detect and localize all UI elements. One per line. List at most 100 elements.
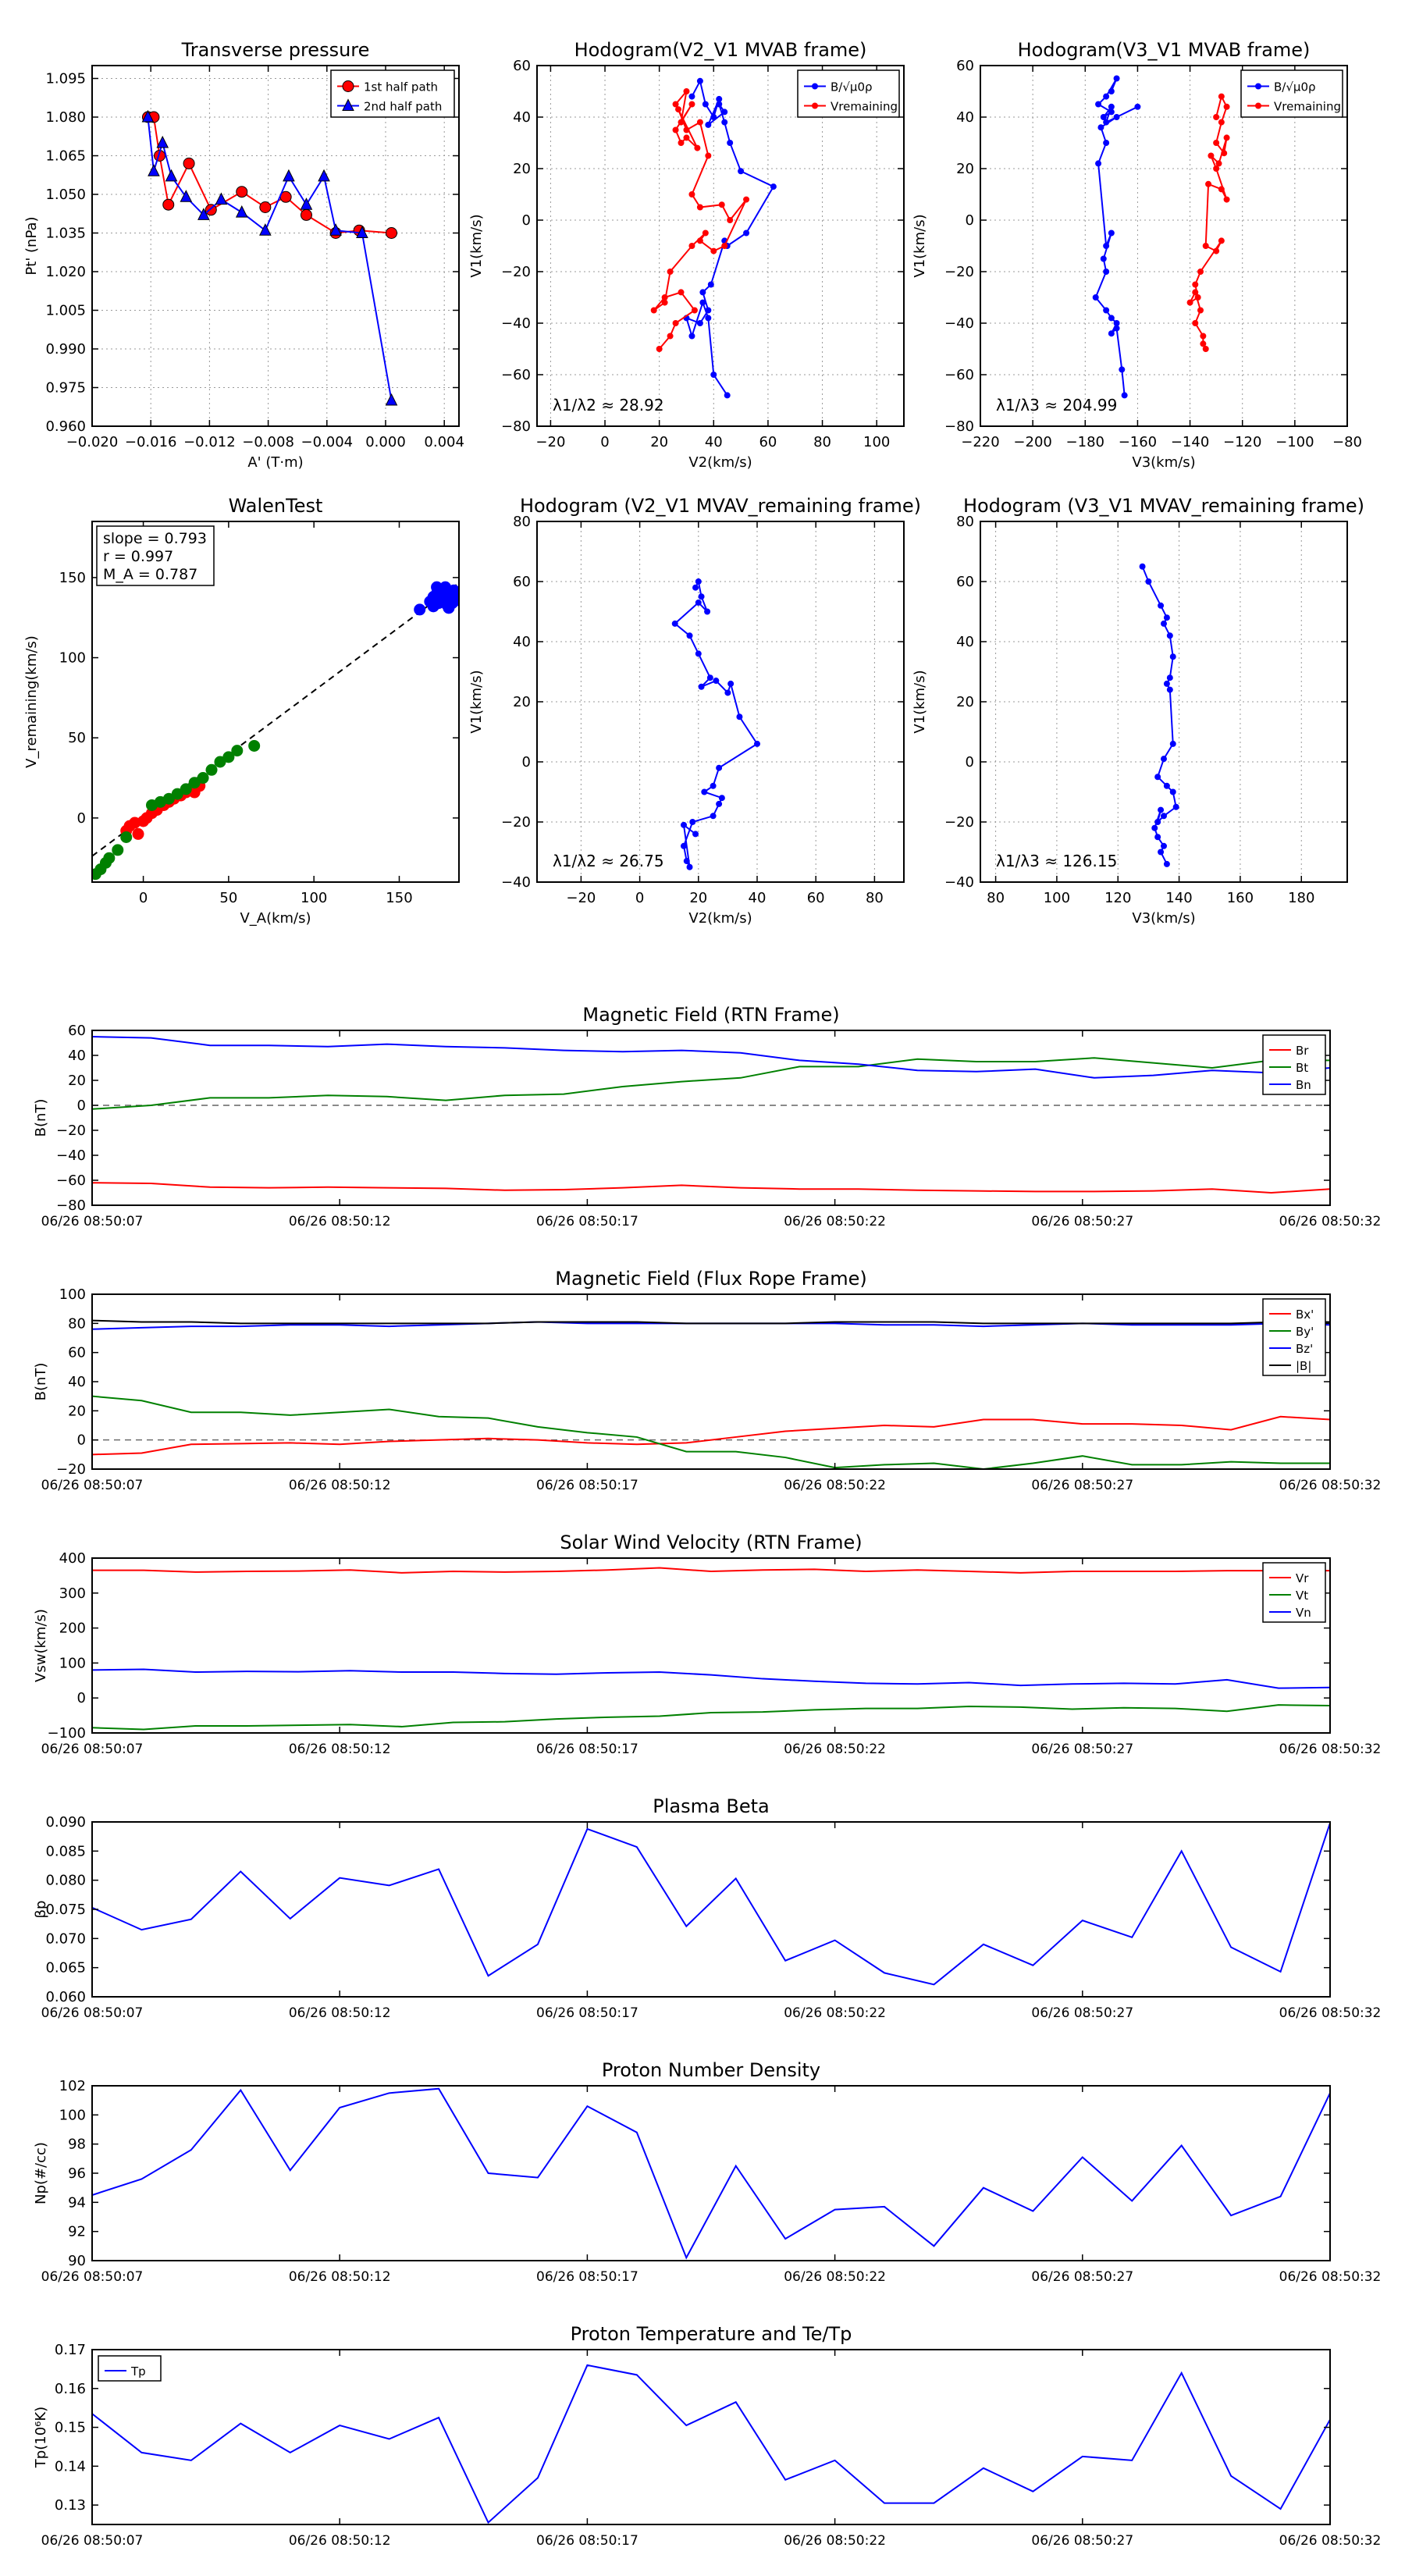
data-point — [743, 196, 750, 203]
legend-marker — [1255, 83, 1261, 90]
series-bt — [92, 1057, 1330, 1110]
y-tick-label: 0 — [77, 1432, 86, 1449]
chart-title: Magnetic Field (Flux Rope Frame) — [555, 1268, 866, 1290]
chart-title: Magnetic Field (RTN Frame) — [582, 1004, 839, 1026]
y-tick-label: 100 — [59, 1655, 86, 1671]
data-point — [1158, 849, 1165, 856]
correlation-text: r = 0.997 — [103, 548, 173, 565]
data-point — [1158, 806, 1165, 813]
x-tick-label: −0.008 — [242, 434, 294, 450]
y-tick-label: 90 — [68, 2253, 86, 2269]
data-point — [718, 201, 725, 208]
data-point — [197, 208, 210, 220]
data-point — [701, 788, 708, 795]
y-tick-label: −20 — [501, 264, 531, 280]
data-point — [1166, 674, 1173, 681]
legend-label: Tp — [130, 2364, 146, 2379]
y-tick-label: −40 — [944, 315, 974, 332]
legend-label: Bz' — [1296, 1342, 1313, 1356]
data-point — [1200, 333, 1207, 340]
series-line — [147, 116, 393, 401]
data-point — [705, 307, 712, 314]
data-point — [1108, 109, 1115, 116]
x-axis-label: V2(km/s) — [688, 454, 752, 471]
axes-frame — [536, 65, 905, 427]
x-tick-label: 120 — [1104, 890, 1131, 906]
x-tick-label: −0.004 — [301, 434, 353, 450]
x-tick-label: 06/26 08:50:27 — [1031, 1742, 1133, 1757]
chart-title: Hodogram (V3_V1 MVAV_remaining frame) — [963, 495, 1364, 517]
data-point — [707, 281, 714, 288]
series-b — [1139, 563, 1179, 867]
data-point — [710, 247, 717, 254]
data-point — [1103, 307, 1110, 314]
eigen-ratio-annotation: λ1/λ2 ≈ 28.92 — [553, 396, 664, 415]
data-point — [453, 587, 459, 600]
axes-frame — [980, 65, 1348, 427]
x-axis-label: V_A(km/s) — [240, 910, 311, 927]
y-tick-label: −20 — [944, 264, 974, 280]
legend-marker — [1255, 102, 1261, 109]
x-tick-label: 100 — [863, 434, 890, 450]
slope-text: slope = 0.793 — [103, 530, 207, 547]
data-point — [222, 751, 235, 763]
x-tick-label: 140 — [1165, 890, 1192, 906]
data-point — [1151, 824, 1158, 831]
data-point — [1192, 289, 1199, 296]
data-point — [431, 581, 443, 593]
y-tick-label: 40 — [513, 109, 531, 126]
data-point — [1223, 196, 1230, 203]
x-tick-label: 06/26 08:50:22 — [784, 1214, 886, 1229]
x-tick-label: 06/26 08:50:27 — [1031, 1478, 1133, 1493]
data-point — [1161, 842, 1167, 849]
data-point — [1197, 307, 1204, 314]
y-tick-label: 1.020 — [45, 264, 86, 280]
legend-label: Bn — [1296, 1078, 1311, 1092]
y-tick-label: 0 — [77, 1690, 86, 1706]
x-tick-label: 20 — [650, 434, 668, 450]
series-vt — [92, 1704, 1330, 1731]
y-tick-label: 0.090 — [45, 1814, 86, 1831]
data-point — [705, 315, 712, 322]
data-point — [1186, 299, 1193, 306]
data-point — [650, 307, 657, 314]
data-point — [1213, 247, 1220, 254]
chart-title: Transverse pressure — [181, 39, 370, 61]
y-tick-label: 96 — [68, 2165, 86, 2182]
y-tick-label: 80 — [513, 514, 531, 530]
data-point — [716, 95, 723, 102]
y-tick-label: 0 — [522, 754, 531, 770]
x-tick-label: 06/26 08:50:07 — [41, 2269, 144, 2285]
y-tick-label: −40 — [944, 874, 974, 891]
legend-label: Vremaining — [831, 100, 898, 114]
x-tick-label: −80 — [1332, 434, 1362, 450]
x-tick-label: 06/26 08:50:07 — [41, 1742, 144, 1757]
data-point — [678, 119, 685, 126]
data-point — [1169, 653, 1176, 660]
y-tick-label: 1.050 — [45, 187, 86, 203]
legend-label: Bx' — [1296, 1308, 1314, 1322]
stats-box — [96, 525, 215, 586]
data-point — [1218, 119, 1225, 126]
y-tick-label: 80 — [956, 514, 974, 530]
x-tick-label: 06/26 08:50:32 — [1279, 1742, 1382, 1757]
data-point — [716, 101, 723, 108]
eigen-ratio-annotation: λ1/λ2 ≈ 26.75 — [553, 852, 664, 870]
data-point — [356, 226, 368, 238]
data-point — [683, 134, 690, 141]
x-tick-label: −20 — [535, 434, 565, 450]
data-point — [1121, 392, 1128, 399]
x-tick-label: 06/26 08:50:12 — [289, 1742, 391, 1757]
data-point — [1223, 103, 1230, 110]
y-tick-label: −20 — [501, 814, 531, 831]
y-tick-label: 0.085 — [45, 1843, 86, 1859]
chart-title: Proton Number Density — [602, 2059, 820, 2081]
data-point — [1163, 782, 1170, 789]
x-tick-label: 06/26 08:50:17 — [536, 1478, 638, 1493]
legend-marker — [342, 98, 354, 111]
data-point — [1169, 740, 1176, 747]
y-tick-label: 98 — [68, 2137, 86, 2153]
x-tick-label: 06/26 08:50:17 — [536, 1742, 638, 1757]
x-tick-label: 80 — [987, 890, 1005, 906]
series-red — [120, 780, 206, 840]
